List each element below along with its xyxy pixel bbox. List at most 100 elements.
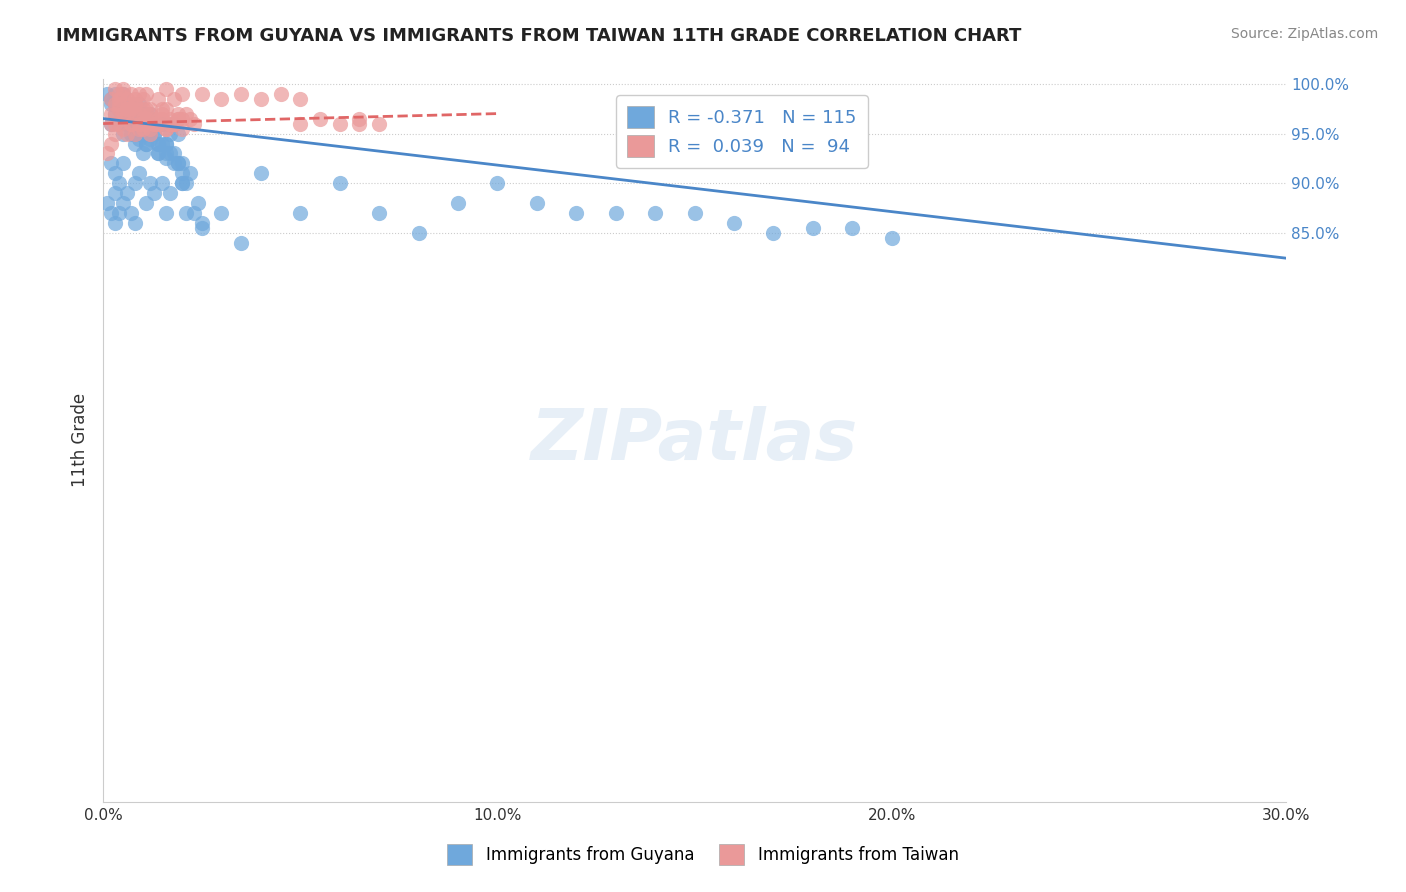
Point — [131, 117, 153, 131]
Point — [880, 231, 903, 245]
Point — [108, 102, 131, 116]
Point — [329, 177, 352, 191]
Point — [159, 112, 181, 126]
Point — [100, 156, 122, 170]
Point — [150, 136, 173, 151]
Point — [148, 112, 170, 126]
Point — [120, 117, 142, 131]
Point — [229, 87, 252, 101]
Point — [163, 117, 186, 131]
Point — [131, 117, 153, 131]
Point — [100, 92, 122, 106]
Point — [329, 117, 352, 131]
Point — [124, 177, 146, 191]
Point — [183, 117, 205, 131]
Point — [111, 112, 134, 126]
Point — [290, 206, 312, 220]
Point — [104, 96, 127, 111]
Point — [104, 81, 127, 95]
Point — [349, 112, 371, 126]
Point — [100, 136, 122, 151]
Point — [108, 102, 131, 116]
Point — [135, 136, 157, 151]
Point — [115, 117, 138, 131]
Point — [644, 206, 666, 220]
Point — [150, 106, 173, 120]
Point — [229, 236, 252, 251]
Point — [159, 186, 181, 201]
Point — [120, 117, 142, 131]
Point — [120, 117, 142, 131]
Point — [115, 106, 138, 120]
Point — [124, 106, 146, 120]
Point — [128, 117, 150, 131]
Point — [167, 112, 190, 126]
Point — [209, 206, 232, 220]
Point — [183, 206, 205, 220]
Point — [139, 131, 162, 145]
Point — [187, 196, 209, 211]
Point — [155, 121, 177, 136]
Point — [139, 127, 162, 141]
Point — [108, 96, 131, 111]
Point — [159, 146, 181, 161]
Point — [174, 177, 197, 191]
Point — [108, 206, 131, 220]
Point — [167, 112, 190, 126]
Point — [100, 92, 122, 106]
Point — [131, 102, 153, 116]
Point — [170, 177, 193, 191]
Point — [96, 146, 118, 161]
Point — [135, 117, 157, 131]
Point — [159, 127, 181, 141]
Point — [155, 206, 177, 220]
Point — [100, 117, 122, 131]
Point — [605, 206, 627, 220]
Legend: R = -0.371   N = 115, R =  0.039   N =  94: R = -0.371 N = 115, R = 0.039 N = 94 — [616, 95, 868, 168]
Point — [115, 117, 138, 131]
Point — [309, 112, 332, 126]
Point — [139, 106, 162, 120]
Point — [128, 131, 150, 145]
Point — [115, 92, 138, 106]
Point — [124, 136, 146, 151]
Point — [135, 87, 157, 101]
Point — [124, 102, 146, 116]
Point — [762, 226, 785, 240]
Text: IMMIGRANTS FROM GUYANA VS IMMIGRANTS FROM TAIWAN 11TH GRADE CORRELATION CHART: IMMIGRANTS FROM GUYANA VS IMMIGRANTS FRO… — [56, 27, 1022, 45]
Point — [115, 102, 138, 116]
Point — [143, 117, 166, 131]
Point — [163, 146, 186, 161]
Point — [128, 106, 150, 120]
Point — [100, 206, 122, 220]
Point — [111, 156, 134, 170]
Point — [290, 117, 312, 131]
Point — [115, 102, 138, 116]
Point — [100, 96, 122, 111]
Point — [124, 106, 146, 120]
Point — [155, 136, 177, 151]
Point — [167, 106, 190, 120]
Point — [139, 177, 162, 191]
Point — [565, 206, 588, 220]
Point — [723, 216, 745, 230]
Point — [120, 96, 142, 111]
Point — [131, 106, 153, 120]
Point — [526, 196, 548, 211]
Point — [150, 102, 173, 116]
Point — [108, 87, 131, 101]
Point — [100, 106, 122, 120]
Point — [163, 117, 186, 131]
Point — [108, 96, 131, 111]
Point — [120, 96, 142, 111]
Point — [190, 221, 212, 235]
Point — [120, 102, 142, 116]
Point — [120, 206, 142, 220]
Point — [167, 156, 190, 170]
Point — [104, 96, 127, 111]
Point — [135, 102, 157, 116]
Point — [111, 87, 134, 101]
Point — [349, 117, 371, 131]
Point — [120, 127, 142, 141]
Point — [135, 196, 157, 211]
